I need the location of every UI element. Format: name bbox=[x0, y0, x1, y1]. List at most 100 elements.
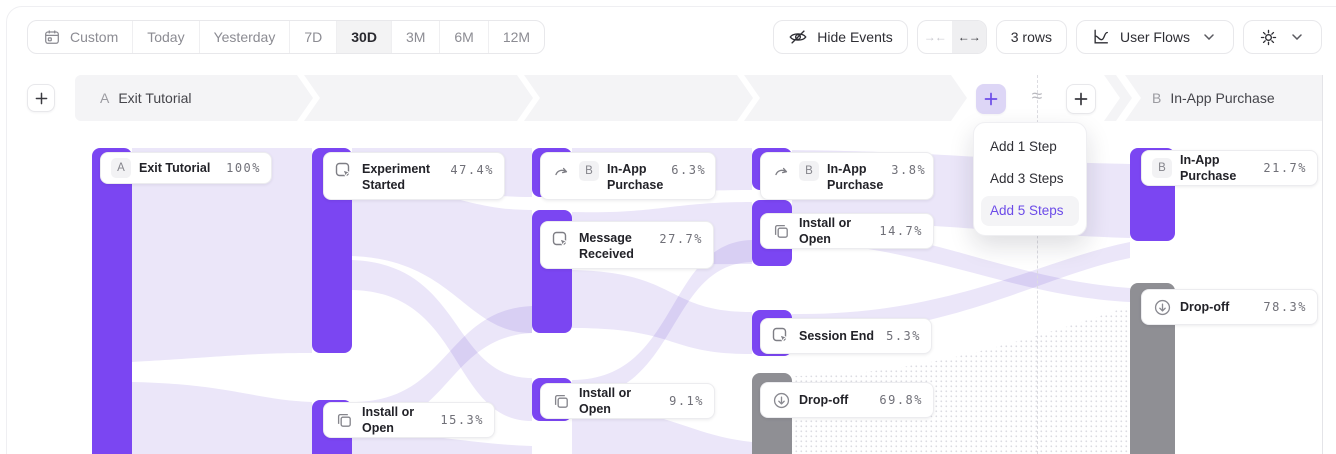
node-label: Drop-off bbox=[799, 392, 849, 407]
flow-header: A Exit Tutorial B In-App Purchase bbox=[0, 75, 1336, 121]
node-card-in-app-purchase-1[interactable]: B In-App Purchase 6.3% bbox=[540, 152, 716, 200]
hide-events-label: Hide Events bbox=[817, 29, 893, 45]
rows-label: 3 rows bbox=[1010, 29, 1052, 45]
node-value: 47.4% bbox=[450, 163, 494, 177]
view-selector-label: User Flows bbox=[1119, 29, 1190, 45]
chevron-down-icon bbox=[1287, 27, 1307, 47]
date-range-group: Custom Today Yesterday 7D 30D 3M 6M 12M bbox=[27, 20, 546, 54]
node-label: Drop-off bbox=[1180, 299, 1230, 314]
copy-icon bbox=[771, 221, 791, 241]
date-range-label: 30D bbox=[351, 29, 377, 45]
date-range-30d[interactable]: 30D bbox=[336, 21, 391, 53]
menu-item-add-1-step[interactable]: Add 1 Step bbox=[990, 139, 1057, 154]
node-label: In-App Purchase bbox=[827, 162, 884, 193]
path-a-band-segment[interactable] bbox=[524, 75, 753, 121]
node-value: 21.7% bbox=[1263, 161, 1307, 175]
node-card-experiment-started[interactable]: Experiment Started 47.4% bbox=[323, 152, 505, 200]
node-value: 6.3% bbox=[671, 163, 707, 177]
path-a-band-segment[interactable] bbox=[75, 75, 313, 121]
date-range-label: 7D bbox=[304, 29, 323, 45]
user-flows-icon bbox=[1091, 27, 1111, 47]
menu-item-add-5-steps[interactable]: Add 5 Steps bbox=[981, 196, 1079, 226]
event-click-icon bbox=[334, 161, 354, 181]
node-card-install-or-open-1[interactable]: Install or Open 15.3% bbox=[323, 402, 495, 438]
hide-events-button[interactable]: Hide Events bbox=[773, 20, 908, 54]
date-range-yesterday[interactable]: Yesterday bbox=[198, 21, 290, 53]
path-a-band-segment[interactable] bbox=[744, 75, 967, 121]
calendar-icon bbox=[42, 27, 62, 47]
add-start-step-button[interactable] bbox=[27, 84, 55, 112]
node-value: 14.7% bbox=[879, 224, 923, 238]
date-range-label: Custom bbox=[70, 29, 119, 45]
copy-icon bbox=[551, 391, 571, 411]
node-label: Install or Open bbox=[579, 385, 632, 416]
path-b-band-chevron bbox=[1104, 75, 1132, 121]
node-label: Install or Open bbox=[362, 404, 415, 435]
node-card-install-or-open-2[interactable]: Install or Open 9.1% bbox=[540, 383, 715, 419]
date-range-7d[interactable]: 7D bbox=[289, 21, 336, 53]
date-range-label: 12M bbox=[502, 29, 531, 45]
view-selector-button[interactable]: User Flows bbox=[1075, 20, 1234, 54]
node-card-exit-tutorial[interactable]: A Exit Tutorial 100% bbox=[100, 152, 272, 184]
drop-off-icon bbox=[1152, 297, 1172, 317]
step-badge-b: B bbox=[579, 161, 599, 181]
path-b-band-segment[interactable] bbox=[1125, 75, 1322, 121]
node-card-session-end[interactable]: Session End 5.3% bbox=[760, 318, 932, 354]
event-click-icon bbox=[551, 230, 571, 250]
add-step-before-b-button[interactable] bbox=[1066, 84, 1096, 114]
step-badge-b: B bbox=[1152, 158, 1172, 178]
node-card-message-received[interactable]: Message Received 27.7% bbox=[540, 221, 714, 269]
date-range-label: Yesterday bbox=[213, 29, 276, 45]
add-step-button-active[interactable] bbox=[976, 84, 1006, 114]
path-a-header: A Exit Tutorial bbox=[100, 75, 191, 121]
column-width-toggle: →← ←→ bbox=[916, 20, 987, 54]
date-range-label: 3M bbox=[405, 29, 426, 45]
expand-columns-icon[interactable]: ←→ bbox=[951, 21, 986, 53]
menu-item-add-3-steps[interactable]: Add 3 Steps bbox=[990, 171, 1064, 186]
node-card-in-app-purchase-2[interactable]: B In-App Purchase 3.8% bbox=[760, 152, 934, 200]
path-a-badge: A bbox=[100, 90, 110, 106]
node-value: 5.3% bbox=[886, 329, 921, 343]
date-range-6m[interactable]: 6M bbox=[439, 21, 487, 53]
collapse-columns-icon[interactable]: →← bbox=[923, 30, 947, 44]
event-click-icon bbox=[771, 326, 791, 346]
step-badge-a: A bbox=[111, 158, 131, 178]
bar-exit-tutorial[interactable] bbox=[92, 148, 132, 454]
node-value: 100% bbox=[226, 161, 261, 175]
gear-icon bbox=[1258, 27, 1278, 47]
node-value: 78.3% bbox=[1263, 300, 1307, 314]
node-label: Session End bbox=[799, 328, 875, 343]
path-a-band-segment[interactable] bbox=[304, 75, 533, 121]
date-range-3m[interactable]: 3M bbox=[390, 21, 439, 53]
date-range-12m[interactable]: 12M bbox=[487, 21, 544, 53]
node-value: 9.1% bbox=[669, 394, 704, 408]
date-range-label: 6M bbox=[454, 29, 474, 45]
canvas-right-edge bbox=[1322, 75, 1323, 454]
node-value: 27.7% bbox=[659, 232, 703, 246]
node-label: Install or Open bbox=[799, 215, 852, 246]
node-card-install-or-open-3[interactable]: Install or Open 14.7% bbox=[760, 213, 934, 249]
path-b-header: B In-App Purchase bbox=[1152, 75, 1275, 121]
copy-icon bbox=[334, 410, 354, 430]
node-label: In-App Purchase bbox=[1180, 152, 1237, 183]
node-value: 15.3% bbox=[440, 413, 484, 427]
eye-off-icon bbox=[788, 27, 808, 47]
node-label: Message Received bbox=[579, 231, 634, 262]
node-value: 3.8% bbox=[891, 163, 927, 177]
date-range-label: Today bbox=[147, 29, 185, 45]
path-b-badge: B bbox=[1152, 90, 1162, 106]
date-range-today[interactable]: Today bbox=[132, 21, 198, 53]
rows-button[interactable]: 3 rows bbox=[995, 20, 1067, 54]
settings-button[interactable] bbox=[1243, 20, 1322, 54]
chevron-down-icon bbox=[1199, 27, 1219, 47]
node-card-drop-off-b[interactable]: Drop-off 78.3% bbox=[1141, 289, 1318, 325]
path-a-label: Exit Tutorial bbox=[118, 90, 192, 106]
date-range-custom[interactable]: Custom bbox=[28, 21, 132, 53]
toolbar-right-group: Hide Events →← ←→ 3 rows User Flows bbox=[773, 20, 1322, 54]
node-label: Experiment Started bbox=[362, 162, 431, 193]
step-badge-b: B bbox=[799, 161, 819, 181]
node-card-in-app-purchase-b[interactable]: B In-App Purchase 21.7% bbox=[1141, 150, 1318, 186]
approx-connector: ≈ bbox=[1031, 86, 1043, 107]
node-card-drop-off-1[interactable]: Drop-off 69.8% bbox=[760, 382, 934, 418]
